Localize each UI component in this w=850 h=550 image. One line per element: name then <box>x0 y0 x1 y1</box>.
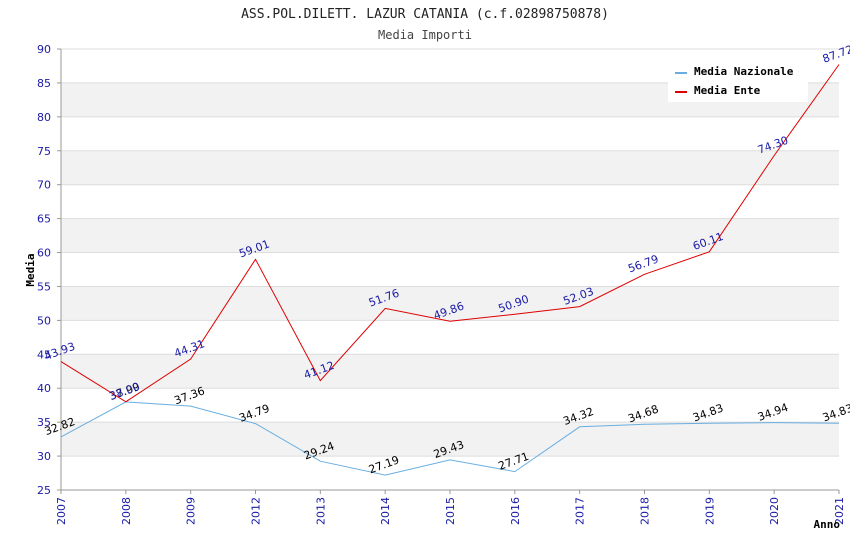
chart-subtitle: Media Importi <box>378 28 472 42</box>
y-tick-label: 80 <box>37 111 51 124</box>
plot-band <box>61 456 839 490</box>
y-tick-label: 85 <box>37 77 51 90</box>
x-tick-label: 2013 <box>314 497 327 525</box>
x-tick-label: 2007 <box>55 497 68 525</box>
x-tick-label: 2015 <box>444 497 457 525</box>
y-tick-label: 55 <box>37 280 51 293</box>
y-tick-label: 45 <box>37 348 51 361</box>
y-tick-label: 65 <box>37 213 51 226</box>
x-tick-label: 2018 <box>639 497 652 525</box>
x-tick-label: 2014 <box>379 497 392 525</box>
y-tick-label: 90 <box>37 43 51 56</box>
x-tick-label: 2008 <box>120 497 133 525</box>
y-tick-label: 30 <box>37 450 51 463</box>
y-tick-label: 75 <box>37 145 51 158</box>
y-tick-label: 35 <box>37 416 51 429</box>
chart-title: ASS.POL.DILETT. LAZUR CATANIA (c.f.02898… <box>241 7 609 22</box>
legend-label-media-nazionale: Media Nazionale <box>694 65 794 78</box>
y-tick-label: 40 <box>37 382 51 395</box>
x-tick-labels: 2007 2008 2009 2012 2013 2014 2015 2016 2017 2018… <box>55 497 846 525</box>
plot-band <box>61 218 839 253</box>
plot-band <box>61 116 839 151</box>
plot-band <box>61 422 839 457</box>
y-axis-title: Media <box>24 253 37 286</box>
x-tick-label: 2020 <box>768 497 781 525</box>
x-tick-label: 2009 <box>185 497 198 525</box>
axes <box>57 48 840 494</box>
x-tick-label: 2017 <box>574 497 587 525</box>
legend-label-media-ente: Media Ente <box>694 84 761 97</box>
x-tick-label: 2016 <box>509 497 522 525</box>
plot-band <box>61 354 839 389</box>
x-tick-label: 2019 <box>703 497 716 525</box>
plot-band <box>61 184 839 219</box>
plot-band <box>61 286 839 321</box>
x-tick-label: 2021 <box>833 497 846 525</box>
plot-band <box>61 320 839 355</box>
x-tick-label: 2012 <box>250 497 263 525</box>
series-line-media-ente <box>60 64 840 403</box>
series-lines <box>60 64 840 476</box>
legend-box <box>668 60 808 102</box>
y-tick-label: 25 <box>37 484 51 497</box>
y-tick-label: 50 <box>37 314 51 327</box>
plot-band <box>61 150 839 185</box>
y-tick-label: 60 <box>37 247 51 260</box>
legend: Media Nazionale Media Ente <box>668 60 808 102</box>
y-tick-label: 70 <box>37 179 51 192</box>
y-tick-labels: 25 30 35 40 45 50 55 60 65 70 75 80 85 90 <box>37 43 51 497</box>
plot-band <box>61 252 839 287</box>
series-line-media-nazionale <box>60 401 840 476</box>
plot-background-bands <box>61 49 839 490</box>
plot-band <box>61 388 839 423</box>
x-axis-title: Anno <box>814 518 841 531</box>
